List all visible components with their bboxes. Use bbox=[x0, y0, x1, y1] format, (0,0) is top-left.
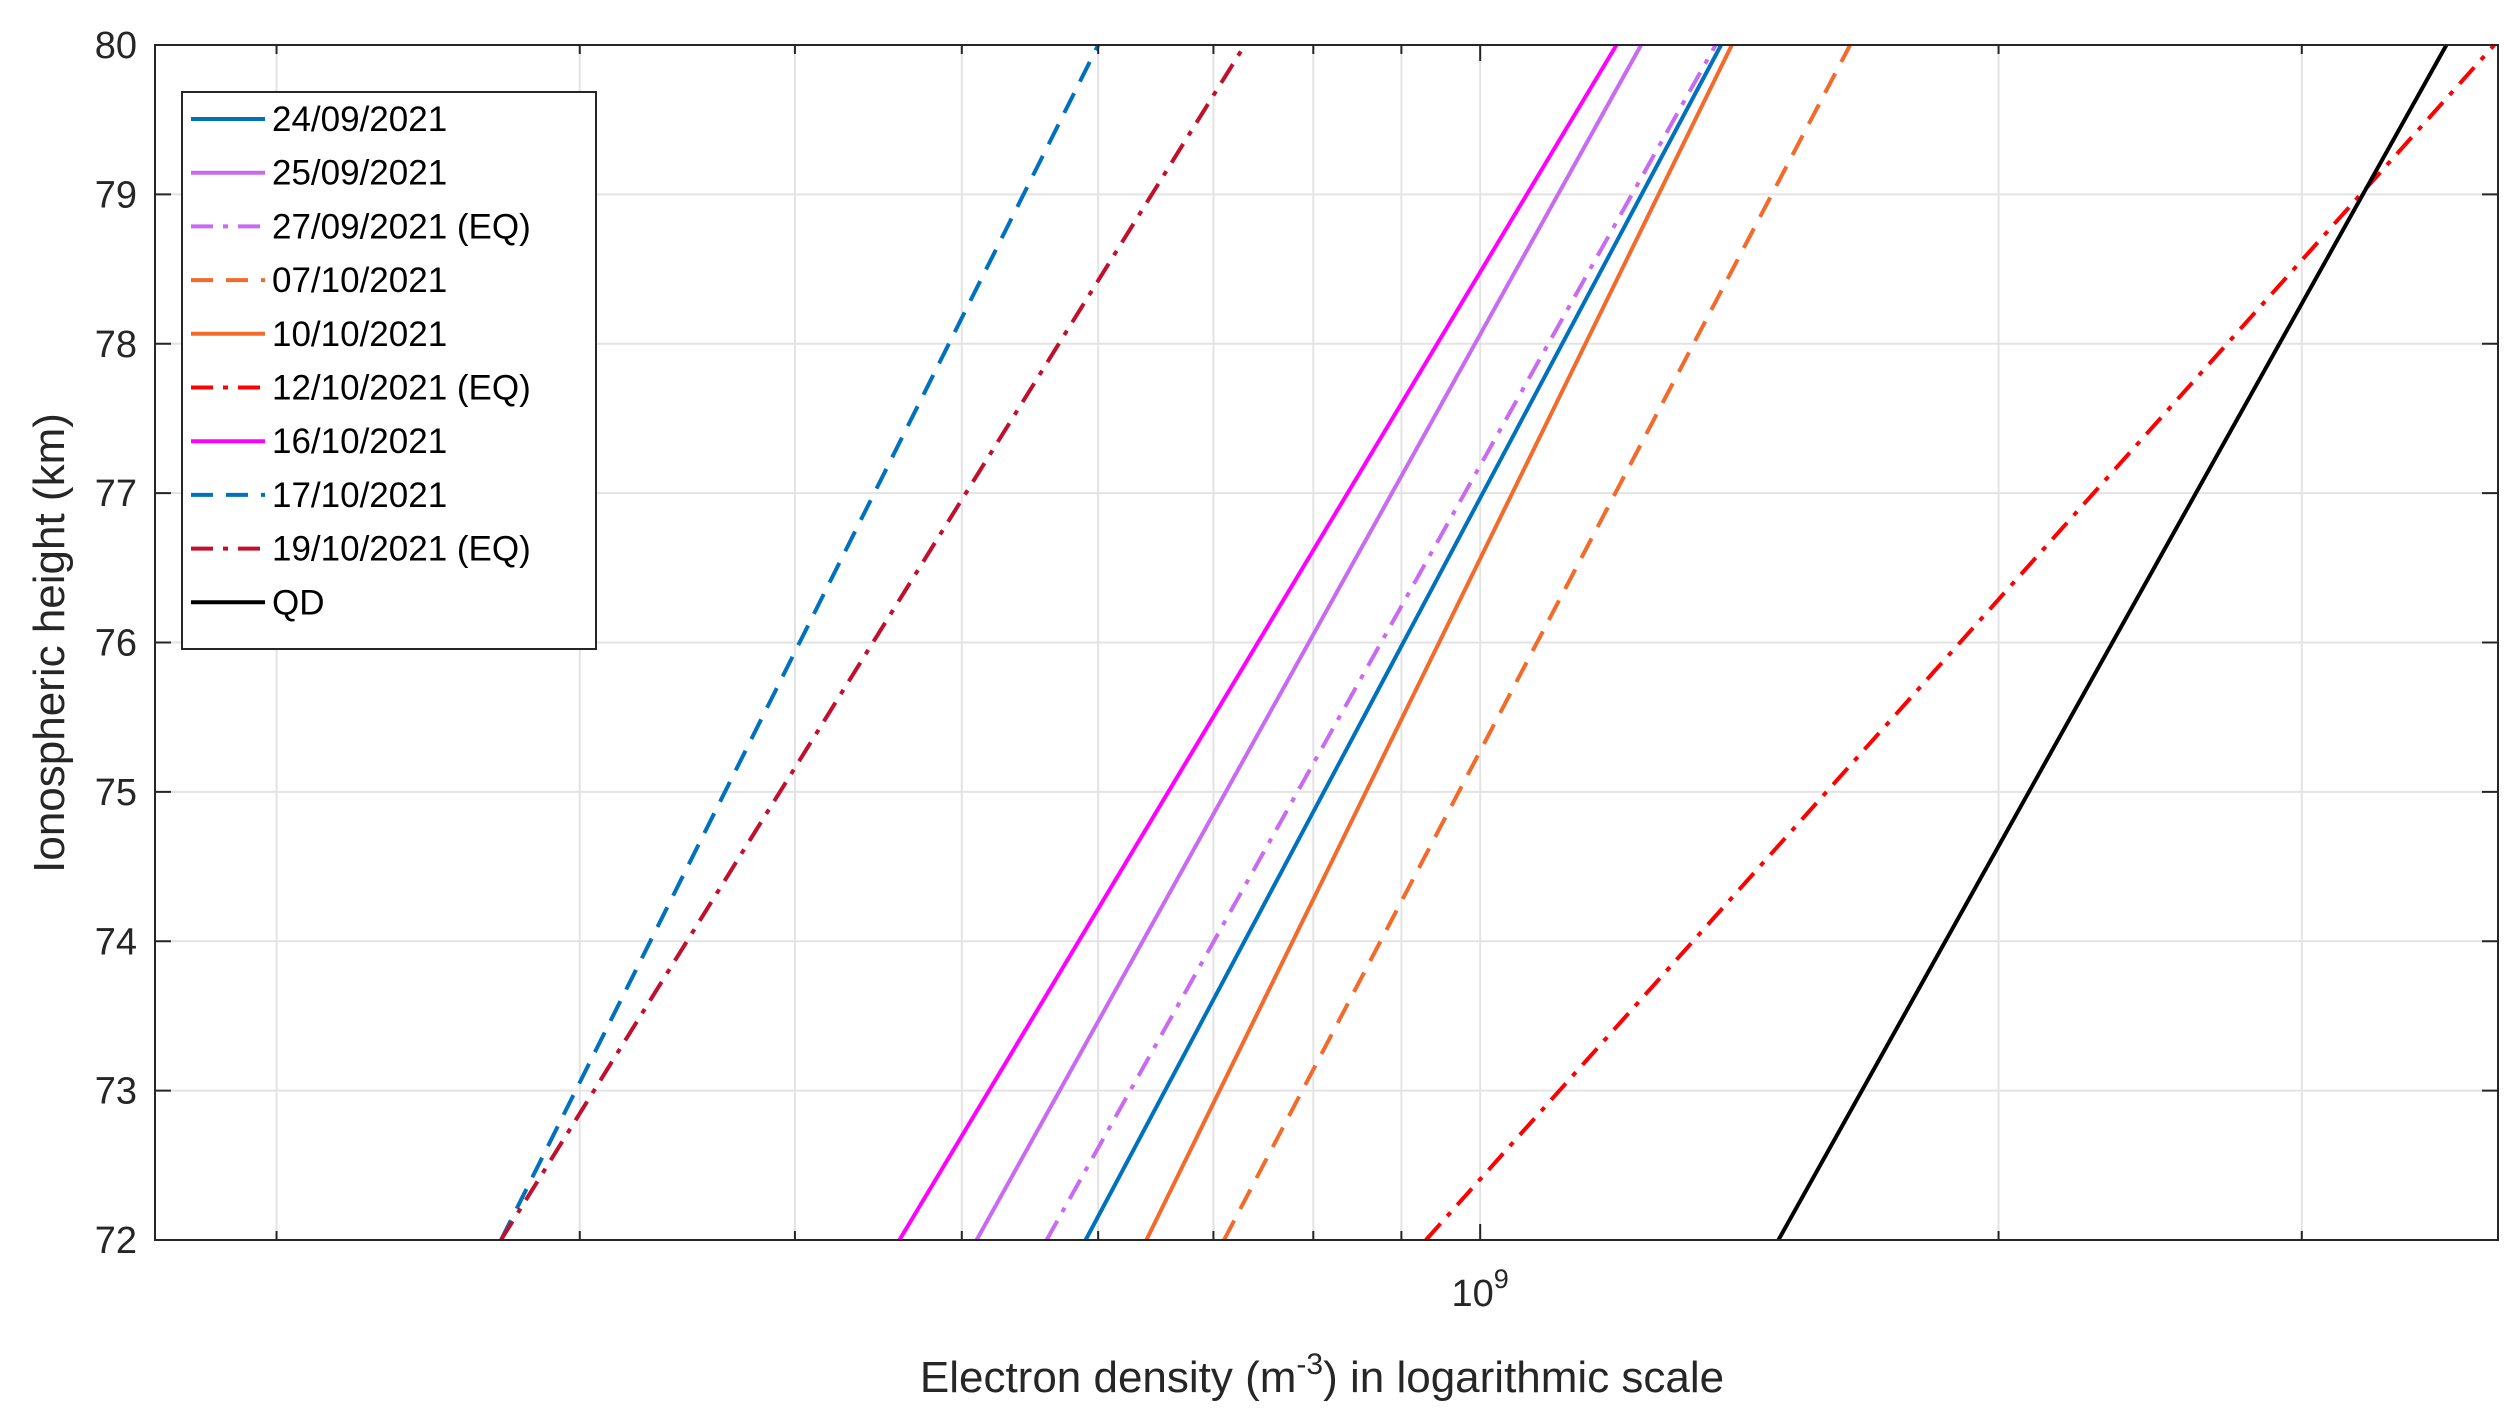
legend-label: 17/10/2021 bbox=[272, 476, 447, 515]
x-tick-exponent: 9 bbox=[1494, 1264, 1509, 1294]
y-tick-label: 78 bbox=[95, 324, 137, 366]
series-line bbox=[499, 44, 1100, 1241]
y-tick-labels: 72 73 74 75 76 77 78 79 80 bbox=[95, 25, 137, 1262]
x-axis-label-post: ) in logarithmic scale bbox=[1323, 1353, 1724, 1402]
legend-label: QD bbox=[272, 583, 325, 622]
legend-label: 19/10/2021 (EQ) bbox=[272, 530, 531, 569]
y-tick-label: 72 bbox=[95, 1220, 137, 1262]
legend-label: 07/10/2021 bbox=[272, 261, 447, 300]
legend-label: 16/10/2021 bbox=[272, 422, 447, 461]
y-tick-label: 73 bbox=[95, 1071, 137, 1113]
series-line bbox=[1776, 44, 2449, 1241]
legend-label: 12/10/2021 (EQ) bbox=[272, 369, 531, 408]
y-tick-label: 79 bbox=[95, 174, 137, 216]
y-axis-label: Ionospheric height (km) bbox=[25, 413, 74, 873]
series-layer bbox=[499, 43, 2496, 1242]
series-line bbox=[897, 43, 1619, 1242]
series-line bbox=[974, 44, 1643, 1241]
x-axis-label-sup: -3 bbox=[1296, 1348, 1323, 1381]
legend-label: 27/09/2021 (EQ) bbox=[272, 207, 531, 246]
x-tick-label-major: 109 bbox=[1452, 1264, 1509, 1315]
legend: 24/09/2021 25/09/2021 27/09/2021 (EQ) 07/10… bbox=[181, 91, 597, 650]
series-line bbox=[1044, 44, 1718, 1241]
legend-label: 25/09/2021 bbox=[272, 154, 447, 193]
legend-label: 10/10/2021 bbox=[272, 315, 447, 354]
series-line bbox=[1083, 44, 1723, 1241]
y-tick-label: 74 bbox=[95, 921, 137, 963]
y-tick-label: 77 bbox=[95, 473, 137, 515]
x-axis-label-pre: Electron density (m bbox=[920, 1353, 1297, 1402]
x-tick-base: 10 bbox=[1452, 1273, 1494, 1315]
y-tick-label: 76 bbox=[95, 623, 137, 665]
series-line bbox=[1222, 44, 1852, 1241]
series-line bbox=[1144, 44, 1734, 1241]
y-tick-label: 80 bbox=[95, 25, 137, 67]
legend-label: 24/09/2021 bbox=[272, 100, 447, 139]
x-axis-label: Electron density (m-3) in logarithmic sc… bbox=[920, 1348, 1724, 1402]
legend-box bbox=[181, 91, 597, 650]
tick-layer bbox=[155, 44, 2498, 1241]
series-line bbox=[1424, 43, 2496, 1242]
y-tick-label: 75 bbox=[95, 772, 137, 814]
